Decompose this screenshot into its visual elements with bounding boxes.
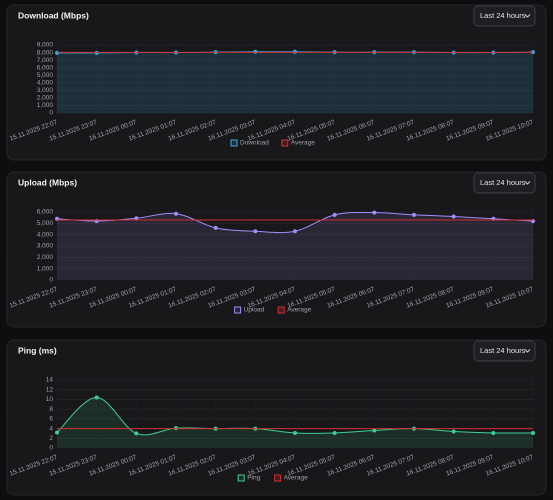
legend-swatch [277, 306, 285, 314]
data-point [412, 212, 416, 217]
y-tick-label: 0 [49, 277, 53, 284]
y-tick-label: 2 [49, 435, 53, 442]
dropdown-label: Last 24 hours [480, 178, 526, 187]
chart-title: Ping (ms) [18, 345, 57, 355]
y-tick-label: 8,000 [37, 49, 54, 56]
legend-swatch [274, 474, 282, 482]
panel [6, 171, 547, 328]
area-fill [57, 397, 533, 448]
y-tick-label: 5,000 [37, 220, 54, 227]
data-point [332, 212, 337, 217]
data-point [253, 229, 258, 234]
legend-swatch [230, 139, 238, 147]
y-tick-label: 3,000 [37, 243, 54, 250]
chart-title: Upload (Mbps) [18, 177, 77, 187]
data-point [253, 49, 258, 54]
data-point [332, 430, 337, 435]
data-point [451, 214, 456, 219]
y-tick-label: 8 [49, 406, 53, 413]
data-point [372, 210, 377, 215]
data-point [134, 431, 139, 436]
y-tick-label: 4,000 [37, 79, 54, 86]
data-point [94, 50, 99, 55]
data-point [451, 429, 456, 434]
dropdown-label: Last 24 hours [480, 11, 526, 20]
legend-swatch [234, 306, 242, 314]
dropdown-box [473, 340, 536, 362]
y-tick-label: 6,000 [37, 64, 54, 71]
y-tick-label: 14 [46, 377, 54, 384]
y-tick-label: 0 [49, 445, 53, 452]
legend-label: Ping [247, 475, 260, 482]
panel [6, 339, 547, 496]
data-point [491, 430, 496, 435]
y-tick-label: 1,000 [37, 102, 54, 109]
data-point [134, 216, 139, 221]
y-tick-label: 2,000 [37, 95, 54, 102]
data-point [174, 211, 178, 216]
y-tick-label: 6 [49, 416, 53, 423]
data-point [293, 49, 297, 54]
area-fill [57, 51, 533, 113]
legend-label: Upload [244, 307, 265, 314]
legend-label: Average [287, 307, 311, 314]
y-tick-label: 0 [49, 110, 53, 117]
range-dropdown[interactable]: Last 24 hours [473, 172, 536, 194]
dropdown-chevron [524, 349, 531, 353]
legend-label: Average [284, 475, 308, 482]
data-point [213, 225, 218, 230]
y-tick-label: 10 [46, 396, 54, 403]
y-tick-label: 5,000 [37, 72, 54, 79]
data-point [531, 430, 535, 435]
legend-label: Download [240, 140, 269, 147]
y-tick-label: 4 [49, 425, 53, 432]
data-point [372, 428, 377, 433]
dropdown-label: Last 24 hours [480, 346, 526, 355]
range-dropdown[interactable]: Last 24 hours [473, 340, 536, 362]
dropdown-chevron [524, 181, 531, 185]
y-tick-label: 2,000 [37, 254, 54, 261]
dropdown-box [473, 5, 536, 27]
y-tick-label: 12 [46, 386, 54, 393]
area-fill [57, 212, 533, 280]
y-tick-label: 9,000 [37, 42, 54, 49]
y-tick-label: 7,000 [37, 57, 54, 64]
y-tick-label: 1,000 [37, 265, 54, 272]
y-tick-label: 3,000 [37, 87, 54, 94]
y-tick-label: 4,000 [37, 231, 54, 238]
range-dropdown[interactable]: Last 24 hours [473, 5, 536, 27]
legend-label: Average [291, 140, 315, 147]
data-point [293, 229, 297, 234]
dropdown-chevron [524, 14, 531, 18]
y-tick-label: 6,000 [37, 209, 54, 216]
data-point [94, 395, 99, 400]
data-point [55, 430, 59, 435]
chart-title: Download (Mbps) [18, 10, 89, 20]
legend-swatch [281, 139, 289, 147]
data-point [55, 50, 59, 55]
legend-swatch [237, 474, 245, 482]
dropdown-box [473, 172, 536, 194]
data-point [293, 430, 297, 435]
